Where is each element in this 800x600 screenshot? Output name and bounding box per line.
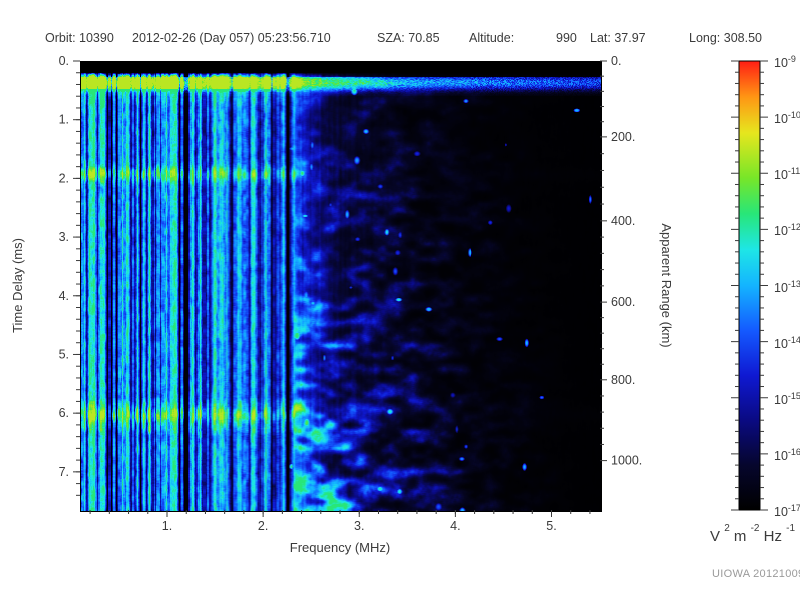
svg-text:7.: 7. xyxy=(59,465,69,479)
svg-text:5.: 5. xyxy=(546,519,556,533)
svg-text:2.: 2. xyxy=(258,519,268,533)
svg-text:Time Delay (ms): Time Delay (ms) xyxy=(10,238,25,333)
svg-text:1000.: 1000. xyxy=(611,454,642,468)
svg-text:3.: 3. xyxy=(354,519,364,533)
svg-text:4.: 4. xyxy=(450,519,460,533)
svg-text:4.: 4. xyxy=(59,289,69,303)
svg-text:5.: 5. xyxy=(59,347,69,361)
svg-text:0.: 0. xyxy=(59,54,69,68)
svg-text:800.: 800. xyxy=(611,373,635,387)
svg-text:1.: 1. xyxy=(59,113,69,127)
svg-text:Apparent Range (km): Apparent Range (km) xyxy=(659,223,674,347)
svg-text:2.: 2. xyxy=(59,171,69,185)
svg-text:400.: 400. xyxy=(611,214,635,228)
svg-text:Frequency (MHz): Frequency (MHz) xyxy=(290,540,390,555)
svg-text:600.: 600. xyxy=(611,295,635,309)
svg-text:1.: 1. xyxy=(162,519,172,533)
svg-text:0.: 0. xyxy=(611,54,621,68)
svg-text:200.: 200. xyxy=(611,130,635,144)
svg-text:3.: 3. xyxy=(59,230,69,244)
svg-text:6.: 6. xyxy=(59,406,69,420)
